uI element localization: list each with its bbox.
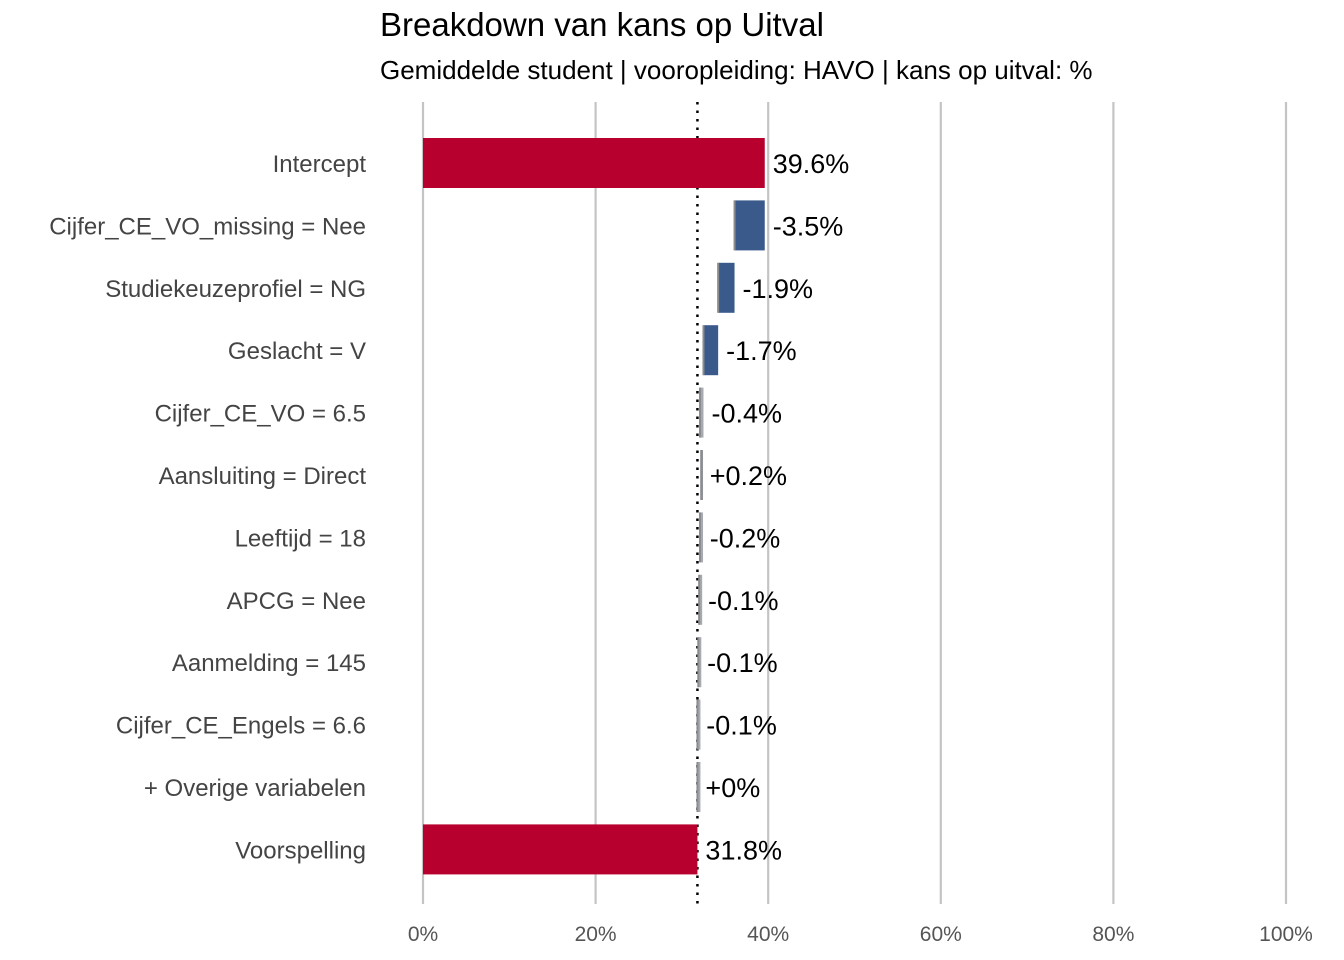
x-axis-ticks: 0% 20% 40% 60% 80% 100%: [408, 923, 1313, 946]
category-label: Studiekeuzeprofiel = NG: [105, 276, 366, 303]
value-label: -0.1%: [708, 586, 779, 616]
x-tick-label: 100%: [1259, 923, 1313, 946]
value-label: -0.1%: [707, 648, 778, 678]
bar: [700, 512, 704, 563]
chart-subtitle: Gemiddelde student | vooropleiding: HAVO…: [380, 55, 1093, 85]
bar: [697, 762, 701, 812]
bar: [697, 699, 701, 750]
category-label: Cijfer_CE_VO = 6.5: [155, 401, 366, 428]
category-label: + Overige variabelen: [144, 775, 366, 802]
category-label: Cijfer_CE_VO_missing = Nee: [49, 213, 366, 240]
labels: Intercept 39.6% Cijfer_CE_VO_missing = Nee…: [49, 149, 849, 865]
value-label: -1.9%: [743, 274, 814, 304]
bar: [423, 138, 765, 188]
x-tick-label: 20%: [575, 923, 617, 946]
bar: [698, 637, 702, 688]
bar: [699, 574, 703, 625]
bar: [700, 387, 704, 438]
bar: [734, 200, 765, 251]
value-label: -0.1%: [706, 711, 777, 741]
x-tick-label: 80%: [1092, 923, 1134, 946]
chart-title: Breakdown van kans op Uitval: [380, 6, 824, 43]
value-label: -0.2%: [710, 523, 781, 553]
bar: [703, 325, 719, 376]
bar: [718, 262, 735, 313]
category-label: Aanmelding = 145: [172, 650, 366, 677]
value-label: 39.6%: [773, 149, 850, 179]
bars: [423, 138, 765, 875]
value-label: +0.2%: [710, 461, 787, 491]
x-tick-label: 60%: [920, 923, 962, 946]
category-label: Cijfer_CE_Engels = 6.6: [116, 713, 366, 740]
category-label: APCG = Nee: [227, 588, 366, 615]
value-label: -0.4%: [711, 399, 782, 429]
category-label: Geslacht = V: [228, 338, 366, 365]
x-tick-label: 0%: [408, 923, 438, 946]
bar: [423, 824, 698, 875]
value-label: 31.8%: [705, 835, 782, 865]
category-label: Intercept: [273, 151, 367, 178]
category-label: Leeftijd = 18: [235, 525, 366, 552]
value-label: -3.5%: [773, 211, 844, 241]
category-label: Aansluiting = Direct: [159, 463, 367, 490]
category-label: Voorspelling: [235, 837, 366, 864]
value-label: -1.7%: [726, 336, 797, 366]
x-tick-label: 40%: [747, 923, 789, 946]
value-label: +0%: [705, 773, 760, 803]
grid-lines: [421, 102, 1288, 904]
